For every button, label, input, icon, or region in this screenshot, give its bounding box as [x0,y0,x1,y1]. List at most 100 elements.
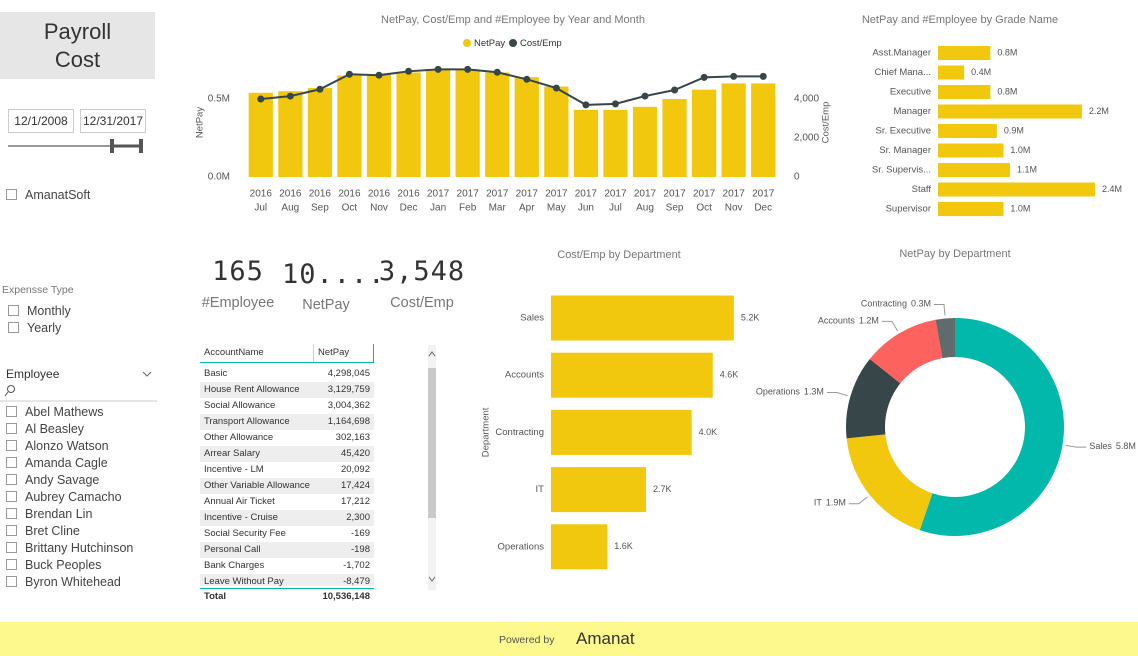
x-tick-label: 2016 [338,189,361,200]
slice-label: Accounts 1.2M [818,316,879,326]
bar [938,163,1010,177]
slicer-title[interactable]: Employee [6,367,60,381]
line-point [641,92,649,100]
employee-checkbox[interactable]: Al Beasley [6,420,133,437]
data-label: 2.2M [1089,106,1109,116]
line-point [286,92,294,100]
table-row: House Rent Allowance 3,129,759 [200,382,374,398]
table-row: Social Security Fee -169 [200,526,374,542]
data-label: 2.7K [653,484,672,494]
x-tick-label: 2016 [250,189,273,200]
x-tick-label: 2017 [457,189,480,200]
line-point [345,70,353,78]
date-start[interactable]: 12/1/2008 [8,109,74,133]
column-header[interactable]: AccountName [200,344,314,362]
x-tick-label: Nov [725,203,743,214]
slice-value: 1.9M [826,498,846,508]
donut-slice [935,318,955,359]
employee-checkbox[interactable]: Buck Peoples [6,556,133,573]
data-label: 0.9M [1004,125,1024,135]
table-cell: Social Allowance [204,400,276,411]
line-point [671,86,679,94]
employee-checkbox[interactable]: Byron Whitehead [6,573,133,590]
slice-label: Sales 5.8M [1089,442,1136,452]
line-point [434,65,442,73]
employee-checkbox[interactable]: Andy Savage [6,471,133,488]
table-header: AccountName NetPay [200,344,374,363]
x-tick-label: Feb [459,203,477,214]
leader-line [881,320,898,332]
x-tick-label: 2016 [309,189,332,200]
x-tick-label: Jan [430,203,446,214]
employee-checkbox[interactable]: Brendan Lin [6,505,133,522]
x-tick-label: 2017 [604,189,627,200]
line-point [759,72,767,80]
leader-line [826,392,848,397]
x-tick-label: Sep [666,203,684,214]
employee-checkbox[interactable]: Alonzo Watson [6,437,133,454]
search-icon[interactable] [7,385,15,393]
expense-checkbox[interactable]: Monthly [8,302,71,319]
bar [573,109,599,177]
bar [938,85,991,99]
y-tick-label: Manager [894,106,932,117]
bar [691,89,717,177]
table-cell: 1,164,698 [327,416,370,427]
bar [551,524,608,570]
table-cell: 2,300 [346,512,370,523]
dropdown-chevron[interactable] [142,371,152,377]
line-point [375,71,383,79]
bar [366,74,392,177]
employee-checkbox[interactable]: Abel Mathews [6,403,133,420]
x-tick-label: 2017 [663,189,686,200]
employee-checkbox[interactable]: Aubrey Camacho [6,488,133,505]
employee-checkbox[interactable]: Bret Cline [6,522,133,539]
x-tick-label: Oct [342,203,358,214]
data-label: 1.0M [1010,145,1030,155]
table-cell: -8,479 [343,576,370,586]
x-tick-label: 2017 [545,189,568,200]
bar [485,72,510,177]
y-tick-label: IT [536,484,545,495]
table-cell: 20,092 [340,464,370,475]
table-cell: 3,129,759 [327,384,370,395]
employee-checkbox[interactable]: Amanda Cagle [6,454,133,471]
bar [551,467,646,513]
y-tick-label: Chief Mana... [875,67,932,78]
x-tick-label: Aug [281,203,299,214]
x-tick-label: Dec [754,203,772,214]
slice-label: IT 1.9M [814,498,846,508]
employee-checkbox[interactable]: Brittany Hutchinson [6,539,133,556]
expense-checkbox[interactable]: Yearly [8,319,61,336]
x-tick-label: 2017 [575,189,598,200]
table-cell: House Rent Allowance [204,384,300,395]
line-point [611,100,619,108]
table-cell: 3,004,362 [327,400,370,411]
date-end[interactable]: 12/31/2017 [80,109,146,133]
slice-label: Operations 1.3M [756,387,824,397]
table-row: Personal Call -198 [200,542,374,558]
line-point [405,67,413,75]
slice-label: Contracting 0.3M [861,299,931,309]
data-label: 1.0M [1010,203,1030,213]
bar [938,124,997,138]
column-header[interactable]: NetPay [314,344,374,362]
scroll-up[interactable] [428,351,436,357]
y-tick-label: Sr. Executive [876,126,931,137]
company-checkbox[interactable]: AmanatSoft [6,186,90,203]
table-row: Annual Air Ticket 17,212 [200,494,374,510]
scrollbar-thumb[interactable] [428,368,436,518]
y-tick-label: Staff [912,184,932,195]
table-cell: Personal Call [204,544,261,555]
y-axis-title: NetPay [195,107,206,138]
scroll-down[interactable] [428,576,436,582]
line-point [523,75,531,83]
x-tick-label: Sep [311,203,329,214]
x-tick-label: Jul [609,203,622,214]
chart-title: NetPay by Department [899,248,1010,260]
slice-value: 1.3M [804,387,824,397]
x-tick-label: Jul [254,203,267,214]
data-label: 0.8M [997,86,1017,96]
